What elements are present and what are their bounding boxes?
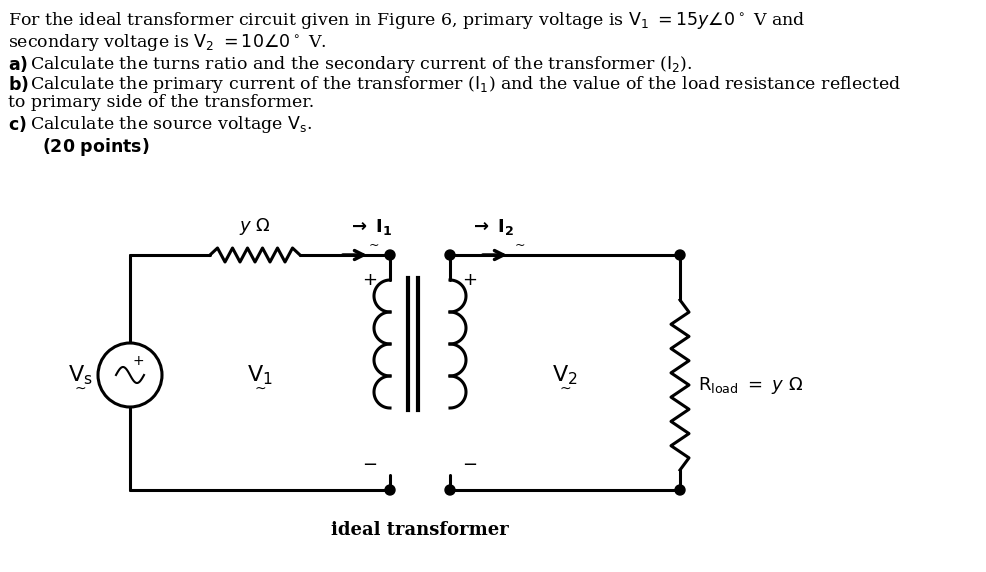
Text: $\mathbf{a)}$: $\mathbf{a)}$: [8, 54, 28, 74]
Text: ~: ~: [369, 239, 380, 252]
Text: ~: ~: [74, 382, 86, 396]
Text: $\mathbf{(20\ points)}$: $\mathbf{(20\ points)}$: [42, 136, 150, 158]
Text: $\mathbf{\rightarrow}\ \mathbf{I_1}$: $\mathbf{\rightarrow}\ \mathbf{I_1}$: [348, 217, 392, 237]
Text: Calculate the turns ratio and the secondary current of the transformer ($\mathrm: Calculate the turns ratio and the second…: [30, 54, 692, 75]
Text: to primary side of the transformer.: to primary side of the transformer.: [8, 94, 315, 111]
Text: −: −: [363, 456, 378, 474]
Circle shape: [445, 485, 455, 495]
Text: $\mathbf{c)}$: $\mathbf{c)}$: [8, 114, 27, 134]
Text: −: −: [462, 456, 477, 474]
Text: +: +: [132, 354, 144, 368]
Text: ~: ~: [254, 382, 266, 396]
Circle shape: [385, 485, 395, 495]
Text: Calculate the primary current of the transformer ($\mathrm{I_1}$) and the value : Calculate the primary current of the tra…: [30, 74, 901, 95]
Text: ideal transformer: ideal transformer: [331, 521, 509, 539]
Text: $\mathrm{V_1}$: $\mathrm{V_1}$: [247, 363, 273, 387]
Circle shape: [675, 250, 685, 260]
Text: secondary voltage is $\mathrm{V_2}$ $= 10\angle0^\circ$ V.: secondary voltage is $\mathrm{V_2}$ $= 1…: [8, 32, 326, 53]
Text: $y\ \Omega$: $y\ \Omega$: [239, 216, 271, 237]
Text: +: +: [363, 271, 378, 289]
Circle shape: [98, 343, 162, 407]
Text: ~: ~: [515, 239, 526, 252]
Text: $\mathrm{V_s}$: $\mathrm{V_s}$: [68, 363, 93, 387]
Circle shape: [675, 485, 685, 495]
Text: $\mathbf{b)}$: $\mathbf{b)}$: [8, 74, 29, 94]
Text: $\mathrm{V_2}$: $\mathrm{V_2}$: [552, 363, 578, 387]
Text: +: +: [462, 271, 477, 289]
Text: Calculate the source voltage $\mathrm{V_s}$.: Calculate the source voltage $\mathrm{V_…: [30, 114, 313, 135]
Text: ~: ~: [559, 382, 571, 396]
Text: $\mathrm{R_{load}}\ =\ y\ \Omega$: $\mathrm{R_{load}}\ =\ y\ \Omega$: [698, 375, 804, 395]
Circle shape: [385, 250, 395, 260]
Text: $\mathbf{\rightarrow}\ \mathbf{I_2}$: $\mathbf{\rightarrow}\ \mathbf{I_2}$: [470, 217, 515, 237]
Text: For the ideal transformer circuit given in Figure 6, primary voltage is $\mathrm: For the ideal transformer circuit given …: [8, 10, 806, 31]
Circle shape: [445, 250, 455, 260]
